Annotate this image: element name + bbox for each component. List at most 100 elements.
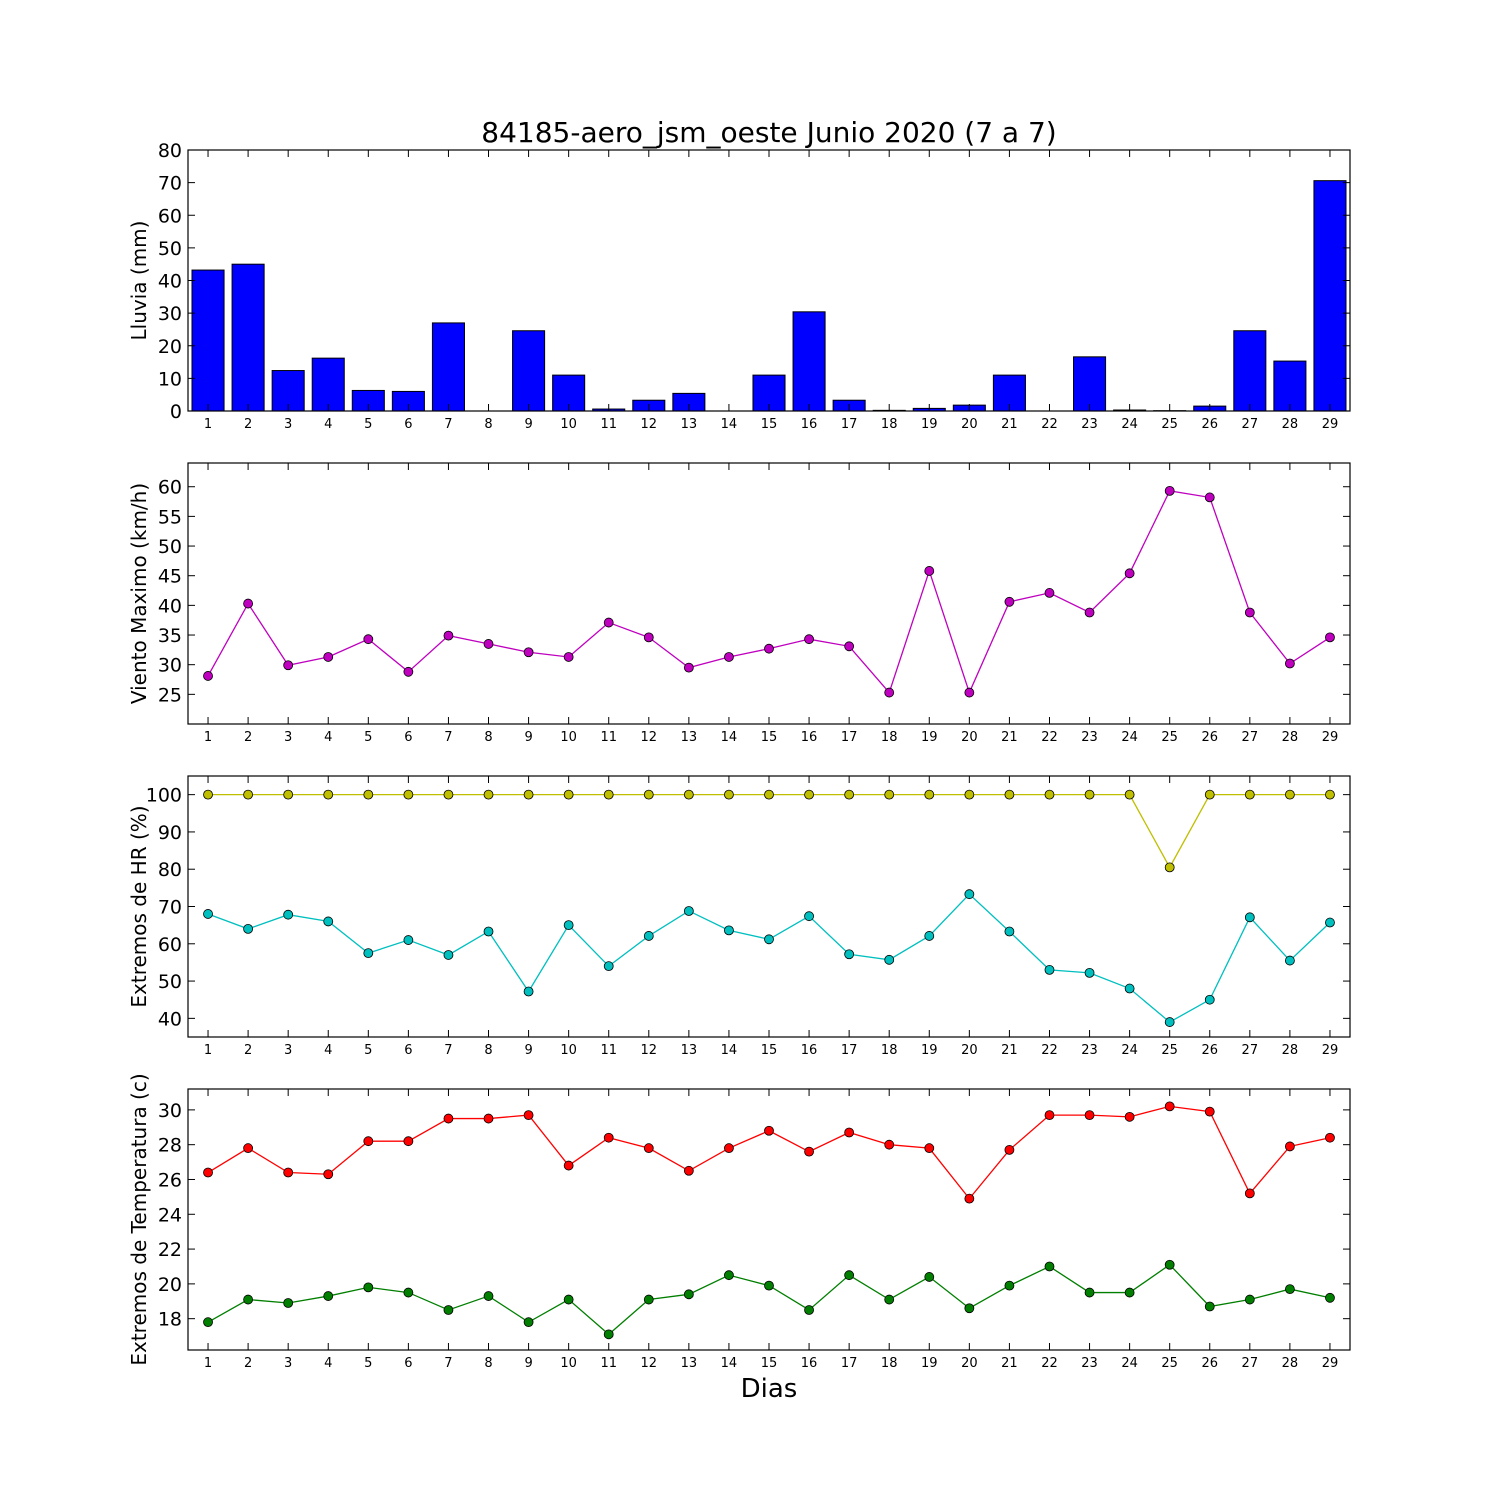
x-tick-label: 14: [721, 1356, 738, 1371]
data-point: [1004, 596, 1015, 607]
data-point: [1284, 658, 1295, 669]
x-tick-label: 9: [524, 417, 532, 432]
data-point: [1044, 1110, 1055, 1120]
data-point: [1244, 1188, 1255, 1199]
y-tick-label: 30: [158, 1100, 182, 1122]
x-tick-label: 13: [681, 1356, 698, 1371]
x-tick-label: 8: [484, 1356, 492, 1371]
x-tick-label: 2: [244, 1043, 252, 1058]
chart-title: 84185-aero_jsm_oeste Junio 2020 (7 a 7): [481, 116, 1056, 149]
bar: [191, 269, 225, 412]
x-tick-label: 3: [284, 1043, 292, 1058]
bar: [512, 330, 546, 412]
x-tick-label: 5: [364, 417, 372, 432]
x-tick-label: 10: [560, 417, 577, 432]
x-tick-label: 4: [324, 730, 332, 745]
data-point: [1325, 1132, 1335, 1143]
data-point: [924, 931, 935, 941]
data-point: [323, 789, 334, 800]
y-tick-label: 10: [158, 368, 182, 390]
data-point: [1244, 912, 1255, 923]
x-tick-label: 19: [921, 417, 938, 432]
x-tick-label: 20: [961, 417, 978, 432]
y-tick-label: 20: [158, 336, 182, 358]
x-tick-label: 13: [681, 730, 698, 745]
data-point: [523, 1110, 534, 1120]
x-tick-label: 8: [484, 730, 492, 745]
data-point: [203, 789, 213, 800]
data-point: [323, 1291, 334, 1301]
data-point: [563, 1160, 574, 1171]
data-point: [643, 931, 654, 941]
x-tick-label: 8: [484, 1043, 492, 1058]
x-tick-label: 6: [404, 730, 412, 745]
data-point: [884, 789, 895, 800]
x-tick-label: 28: [1282, 1043, 1299, 1058]
data-point: [884, 1294, 895, 1305]
data-point: [1004, 1145, 1015, 1155]
x-tick-label: 11: [600, 1043, 617, 1058]
y-tick-label: 25: [158, 684, 182, 706]
x-tick-label: 10: [560, 1043, 577, 1058]
data-point: [964, 1303, 975, 1314]
y-tick-label: 100: [146, 785, 182, 807]
x-tick-label: 11: [600, 417, 617, 432]
x-tick-label: 16: [801, 1356, 818, 1371]
data-point: [203, 909, 213, 919]
data-point: [844, 1127, 855, 1138]
x-tick-label: 20: [961, 1356, 978, 1371]
x-tick-label: 3: [284, 730, 292, 745]
y-tick-label: 50: [158, 971, 182, 993]
y-tick-label: 18: [158, 1309, 182, 1331]
x-tick-label: 26: [1201, 1356, 1218, 1371]
x-tick-label: 27: [1242, 1043, 1259, 1058]
data-point: [1124, 983, 1135, 994]
x-tick-label: 24: [1121, 730, 1138, 745]
bar: [1313, 180, 1347, 412]
y-tick-label: 60: [158, 934, 182, 956]
data-point: [1164, 485, 1175, 496]
x-tick-label: 1: [204, 1043, 212, 1058]
y-tick-label: 26: [158, 1169, 182, 1191]
data-point: [1204, 994, 1215, 1005]
data-point: [884, 1139, 895, 1150]
x-tick-label: 16: [801, 417, 818, 432]
data-point: [243, 598, 254, 609]
x-axis-label: Dias: [741, 1374, 798, 1404]
data-point: [1204, 789, 1215, 800]
data-point: [1084, 967, 1095, 978]
data-point: [964, 789, 975, 800]
x-tick-label: 22: [1041, 1356, 1058, 1371]
y-tick-label: 20: [158, 1274, 182, 1296]
data-point: [1044, 588, 1055, 598]
x-tick-label: 11: [600, 730, 617, 745]
series-4-1: [203, 1101, 1335, 1204]
series-1-1: [191, 180, 1347, 412]
data-point: [603, 789, 614, 800]
x-tick-label: 4: [324, 1356, 332, 1371]
x-tick-label: 14: [721, 417, 738, 432]
data-point: [203, 1317, 213, 1328]
data-point: [764, 789, 774, 800]
x-tick-label: 3: [284, 1356, 292, 1371]
x-tick-label: 25: [1161, 730, 1178, 745]
y-axis-label: Extremos de Temperatura (c): [127, 1073, 151, 1365]
x-tick-label: 1: [204, 730, 212, 745]
x-tick-label: 24: [1121, 1043, 1138, 1058]
series-3-1: [203, 789, 1335, 873]
bar: [1273, 360, 1307, 412]
data-point: [643, 1143, 654, 1154]
data-point: [804, 789, 814, 800]
data-point: [403, 789, 414, 800]
x-tick-label: 12: [641, 417, 658, 432]
x-tick-label: 23: [1081, 730, 1098, 745]
data-point: [1084, 607, 1095, 618]
y-axis-label: Extremos de HR (%): [127, 805, 151, 1007]
y-tick-label: 0: [170, 401, 182, 423]
x-tick-label: 29: [1322, 1043, 1339, 1058]
x-tick-label: 5: [364, 730, 372, 745]
data-point: [443, 789, 454, 800]
data-point: [1284, 955, 1295, 966]
